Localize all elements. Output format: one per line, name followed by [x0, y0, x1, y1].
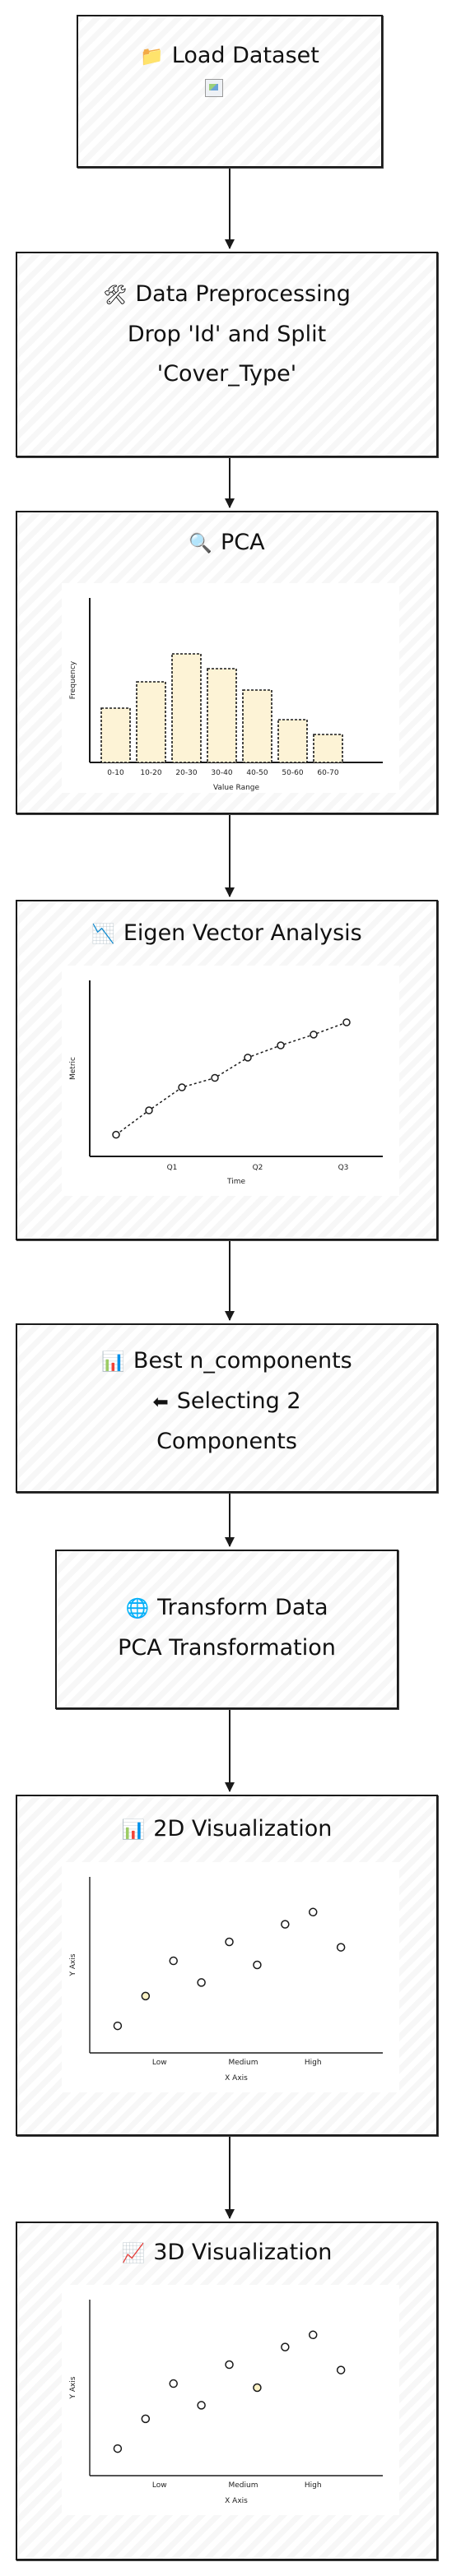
- magnifier-icon: 🔍: [189, 533, 213, 554]
- histogram-bar: [100, 707, 131, 763]
- node-eigen-vector-analysis: 📉 Eigen Vector Analysis Time Metric Q1 Q2 Q3: [16, 900, 438, 1240]
- scatter-point: [197, 2401, 206, 2410]
- data-point: [112, 1130, 120, 1139]
- scatter-point: [253, 1960, 262, 1970]
- histogram-chart: Value Range Frequency 0-10 10-20 20-30 30-40 4…: [69, 598, 383, 792]
- tools-icon: 🛠: [103, 285, 128, 306]
- scatter-point: [308, 1907, 318, 1917]
- node-transform-data: 🌐 Transform Data PCA Transformation: [55, 1550, 398, 1709]
- node-best-n-components: 📊 Best n_components ⬅ Selecting 2 Componen…: [16, 1323, 438, 1493]
- data-point: [244, 1054, 252, 1062]
- x-tick-label: High: [305, 2059, 322, 2067]
- chart-panel: X Axis Y Axis Low Medium High: [62, 1862, 399, 2092]
- broken-image-icon: [205, 79, 223, 97]
- series-line: [115, 1022, 347, 1136]
- histogram-bar: [313, 734, 343, 763]
- x-tick-label: 20-30: [175, 769, 197, 777]
- node-3d-visualization: 📈 3D Visualization X Axis Y Axis Low Medium H…: [16, 2222, 438, 2560]
- data-point: [178, 1083, 186, 1091]
- bar-chart-icon: 📊: [121, 1819, 146, 1841]
- node-label-line: 'Cover_Type': [156, 361, 297, 387]
- x-axis-label: Time: [226, 1178, 245, 1186]
- chart-decreasing-icon: 📉: [91, 924, 115, 945]
- x-tick-label: 30-40: [211, 769, 232, 777]
- scatter-point: [141, 2414, 151, 2424]
- chart-increasing-icon: 📈: [121, 2243, 146, 2264]
- data-point: [342, 1018, 351, 1026]
- node-load-dataset: 📁 Load Dataset: [77, 15, 383, 168]
- chart-panel: Value Range Frequency 0-10 10-20 20-30 30-40 4…: [62, 583, 399, 793]
- scatter-chart: X Axis Y Axis Low Medium High: [69, 2300, 383, 2505]
- x-tick-label: Medium: [228, 2481, 258, 2490]
- scatter-point: [253, 2383, 262, 2393]
- node-label-line: Components: [156, 1429, 297, 1454]
- node-label-line: Drop 'Id' and Split: [127, 322, 327, 347]
- x-tick-label: Low: [152, 2059, 167, 2067]
- x-axis-label: Value Range: [213, 784, 260, 792]
- node-label: 3D Visualization: [153, 2240, 333, 2265]
- scatter-point: [225, 2360, 234, 2370]
- scatter-point: [281, 1920, 290, 1929]
- scatter-point: [141, 1991, 151, 2001]
- data-point: [145, 1106, 153, 1114]
- histogram-bar: [171, 653, 202, 763]
- scatter-point: [197, 1978, 206, 1987]
- scatter-point: [113, 2444, 123, 2453]
- x-tick-label: Low: [152, 2481, 167, 2490]
- node-label-line: Selecting 2: [176, 1388, 301, 1414]
- x-tick-label: Q1: [167, 1164, 178, 1172]
- y-axis-label: Metric: [69, 1057, 77, 1080]
- folder-icon: 📁: [140, 46, 164, 67]
- scatter-chart: X Axis Y Axis Low Medium High: [69, 1877, 383, 2083]
- bar-chart-icon: 📊: [101, 1351, 125, 1373]
- chart-panel: X Axis Y Axis Low Medium High: [62, 2285, 399, 2515]
- scatter-point: [169, 1956, 178, 1966]
- scatter-point: [336, 2365, 346, 2374]
- x-tick-label: 40-50: [246, 769, 268, 777]
- node-label: Best n_components: [133, 1348, 352, 1374]
- node-label-line: PCA Transformation: [118, 1635, 336, 1661]
- y-axis-label: Y Axis: [69, 2376, 77, 2399]
- scatter-point: [113, 2021, 123, 2031]
- x-tick-label: 0-10: [107, 769, 124, 777]
- scatter-point: [281, 2342, 290, 2351]
- node-data-preprocessing: 🛠 Data Preprocessing Drop 'Id' and Split …: [16, 252, 438, 457]
- x-tick-label: 10-20: [140, 769, 161, 777]
- x-tick-label: Q2: [253, 1164, 263, 1172]
- y-axis-label: Frequency: [69, 660, 77, 699]
- x-tick-label: Q3: [338, 1164, 349, 1172]
- node-label: Data Preprocessing: [135, 281, 351, 307]
- data-point: [310, 1031, 318, 1039]
- globe-icon: 🌐: [125, 1598, 150, 1619]
- left-arrow-icon: ⬅: [152, 1392, 169, 1413]
- node-label: Eigen Vector Analysis: [123, 920, 362, 946]
- chart-panel: Time Metric Q1 Q2 Q3: [62, 966, 399, 1196]
- node-label: Transform Data: [157, 1595, 328, 1620]
- x-axis-label: X Axis: [225, 2497, 248, 2505]
- x-axis-label: X Axis: [225, 2074, 248, 2083]
- x-tick-label: 50-60: [282, 769, 303, 777]
- data-point: [211, 1073, 219, 1082]
- node-label: Load Dataset: [171, 43, 319, 68]
- node-label: 2D Visualization: [153, 1816, 333, 1842]
- scatter-point: [225, 1937, 234, 1947]
- x-tick-label: Medium: [228, 2059, 258, 2067]
- line-chart: Time Metric Q1 Q2 Q3: [69, 980, 383, 1186]
- histogram-bar: [242, 689, 272, 763]
- node-pca: 🔍 PCA Value Range Frequency 0-10 10-20 20-30 3…: [16, 511, 438, 814]
- histogram-bar: [207, 668, 237, 763]
- x-tick-label: High: [305, 2481, 322, 2490]
- histogram-bar: [136, 681, 166, 763]
- y-axis-label: Y Axis: [69, 1953, 77, 1976]
- histogram-bar: [277, 719, 308, 763]
- node-2d-visualization: 📊 2D Visualization X Axis Y Axis Low Medium H…: [16, 1795, 438, 2136]
- data-point: [277, 1041, 285, 1049]
- scatter-point: [169, 2379, 178, 2388]
- x-tick-label: 60-70: [317, 769, 338, 777]
- node-label: PCA: [221, 530, 265, 555]
- scatter-point: [336, 1943, 346, 1952]
- scatter-point: [308, 2330, 318, 2340]
